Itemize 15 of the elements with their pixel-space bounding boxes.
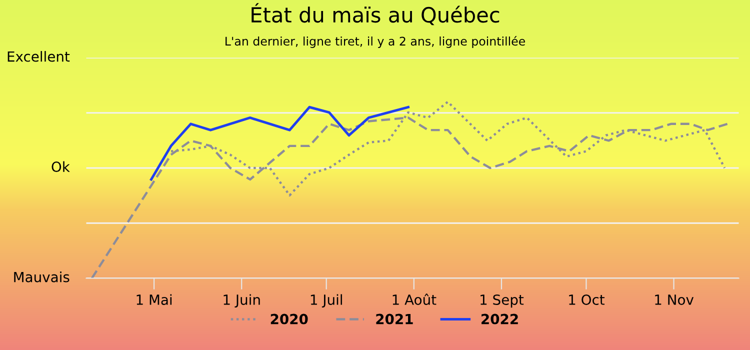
ref-line-label: Mauvais [14, 272, 70, 282]
x-tick-label: 1 Nov [655, 294, 694, 305]
ref-line-label: Ok [52, 161, 70, 172]
chart-title: État du maïs au Québec [252, 3, 500, 26]
legend-label: 2020 [270, 314, 308, 324]
x-tick-label: 1 Oct [569, 294, 605, 305]
x-tick-label: 1 Mai [136, 294, 172, 305]
chart-subtitle: L'an dernier, ligne tiret, il y a 2 ans, ligne pointillée [226, 36, 525, 48]
x-tick-label: 1 Juin [224, 294, 260, 308]
x-tick-label: 1 Sept [480, 294, 524, 308]
legend-label: 2022 [482, 314, 518, 324]
ref-line-label: Excellent [8, 51, 70, 62]
x-tick-label: 1 Août [392, 294, 436, 305]
legend-label: 2021 [376, 314, 413, 324]
x-tick-label: 1 Juil [310, 294, 342, 308]
